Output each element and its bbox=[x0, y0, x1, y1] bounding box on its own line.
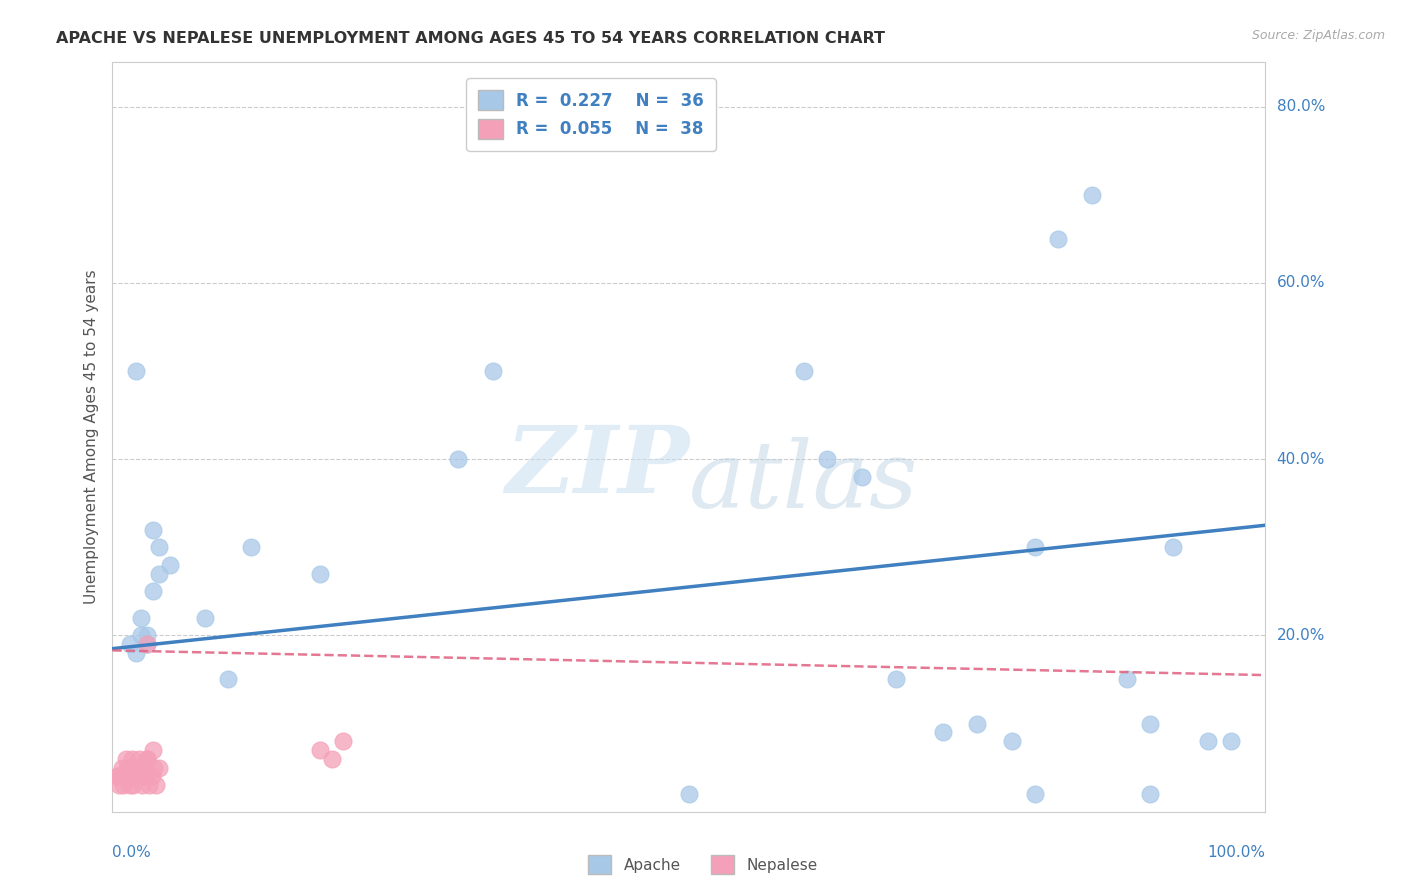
Point bbox=[134, 761, 156, 775]
Point bbox=[815, 452, 838, 467]
Point bbox=[105, 769, 128, 783]
Point bbox=[142, 743, 165, 757]
Point bbox=[678, 787, 700, 801]
Point bbox=[120, 769, 142, 783]
Point bbox=[136, 637, 159, 651]
Point bbox=[159, 558, 181, 572]
Point bbox=[136, 752, 159, 766]
Text: 60.0%: 60.0% bbox=[1277, 276, 1324, 290]
Point bbox=[1161, 541, 1184, 555]
Point bbox=[148, 761, 170, 775]
Point bbox=[482, 364, 505, 378]
Point bbox=[1024, 541, 1046, 555]
Point bbox=[136, 752, 159, 766]
Point bbox=[115, 752, 138, 766]
Point bbox=[129, 611, 153, 625]
Point bbox=[107, 769, 129, 783]
Point bbox=[309, 743, 332, 757]
Point bbox=[142, 584, 165, 599]
Point bbox=[118, 637, 141, 651]
Text: 80.0%: 80.0% bbox=[1277, 99, 1324, 114]
Point bbox=[143, 761, 166, 775]
Point bbox=[966, 716, 988, 731]
Point bbox=[793, 364, 815, 378]
Legend: R =  0.227    N =  36, R =  0.055    N =  38: R = 0.227 N = 36, R = 0.055 N = 38 bbox=[467, 78, 716, 151]
Point bbox=[321, 752, 343, 766]
Point bbox=[136, 637, 159, 651]
Point bbox=[1139, 716, 1161, 731]
Text: APACHE VS NEPALESE UNEMPLOYMENT AMONG AGES 45 TO 54 YEARS CORRELATION CHART: APACHE VS NEPALESE UNEMPLOYMENT AMONG AG… bbox=[56, 31, 886, 46]
Point bbox=[217, 673, 239, 687]
Point bbox=[125, 769, 148, 783]
Point bbox=[118, 778, 141, 792]
Point bbox=[124, 364, 146, 378]
Point bbox=[1197, 734, 1219, 748]
Text: atlas: atlas bbox=[689, 437, 918, 527]
Point bbox=[124, 761, 146, 775]
Text: 20.0%: 20.0% bbox=[1277, 628, 1324, 643]
Point bbox=[886, 673, 908, 687]
Point bbox=[309, 566, 332, 581]
Point bbox=[110, 769, 132, 783]
Point bbox=[136, 752, 159, 766]
Text: ZIP: ZIP bbox=[505, 422, 689, 512]
Point bbox=[132, 769, 155, 783]
Legend: Apache, Nepalese: Apache, Nepalese bbox=[582, 849, 824, 880]
Point bbox=[121, 752, 143, 766]
Point bbox=[148, 541, 170, 555]
Point bbox=[148, 566, 170, 581]
Text: 0.0%: 0.0% bbox=[112, 846, 152, 861]
Point bbox=[108, 778, 131, 792]
Y-axis label: Unemployment Among Ages 45 to 54 years: Unemployment Among Ages 45 to 54 years bbox=[83, 269, 98, 605]
Point bbox=[332, 734, 354, 748]
Text: 40.0%: 40.0% bbox=[1277, 451, 1324, 467]
Point bbox=[447, 452, 470, 467]
Point bbox=[1046, 232, 1069, 246]
Point bbox=[124, 646, 146, 660]
Point bbox=[851, 469, 873, 483]
Point bbox=[111, 778, 134, 792]
Text: 100.0%: 100.0% bbox=[1208, 846, 1265, 861]
Point bbox=[129, 761, 153, 775]
Text: Source: ZipAtlas.com: Source: ZipAtlas.com bbox=[1251, 29, 1385, 42]
Point bbox=[128, 752, 150, 766]
Point bbox=[931, 725, 953, 739]
Point bbox=[131, 778, 153, 792]
Point bbox=[138, 778, 160, 792]
Point bbox=[127, 761, 149, 775]
Point bbox=[1001, 734, 1024, 748]
Point bbox=[1024, 787, 1046, 801]
Point bbox=[136, 628, 159, 642]
Point bbox=[1219, 734, 1241, 748]
Point bbox=[117, 761, 139, 775]
Point bbox=[122, 778, 145, 792]
Point bbox=[111, 761, 134, 775]
Point bbox=[141, 769, 163, 783]
Point bbox=[1081, 187, 1104, 202]
Point bbox=[114, 769, 136, 783]
Point bbox=[112, 769, 135, 783]
Point bbox=[129, 628, 153, 642]
Point bbox=[124, 761, 146, 775]
Point bbox=[194, 611, 217, 625]
Point bbox=[145, 778, 167, 792]
Point bbox=[239, 541, 262, 555]
Point bbox=[129, 769, 152, 783]
Point bbox=[117, 761, 139, 775]
Point bbox=[142, 523, 165, 537]
Point bbox=[1139, 787, 1161, 801]
Point bbox=[1116, 673, 1139, 687]
